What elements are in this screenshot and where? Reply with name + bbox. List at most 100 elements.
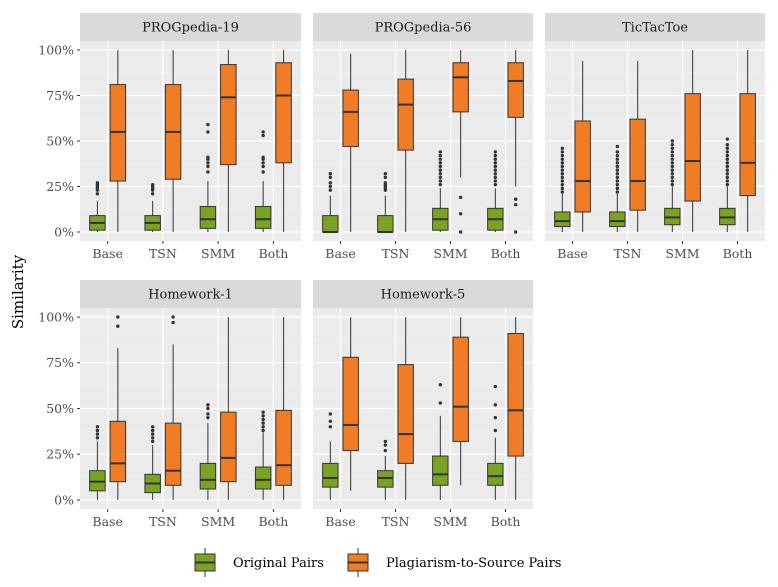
outlier-point: [615, 175, 620, 180]
outlier-point: [261, 170, 265, 174]
outlier-point: [725, 168, 730, 172]
box-original-tsn: [377, 439, 394, 500]
outlier-point: [670, 142, 675, 147]
box-original-smm: [432, 150, 449, 232]
y-tick-label: 0%: [54, 492, 74, 507]
box-original-base: [554, 146, 571, 232]
outlier-point: [513, 230, 518, 234]
outlier-point: [493, 153, 498, 158]
box-body: [507, 62, 524, 118]
box-body: [199, 206, 217, 229]
facet-strip: [80, 13, 301, 41]
box-plagiarism-both: [275, 50, 292, 232]
outlier-point: [493, 175, 498, 180]
legend-item-plagiarism: Plagiarism-to-Source Pairs: [347, 548, 561, 577]
box-original-both: [487, 150, 504, 232]
outlier-point: [95, 192, 100, 196]
outlier-point: [560, 146, 565, 150]
box-body: [254, 206, 272, 229]
box-plagiarism-both: [507, 50, 524, 234]
box-plagiarism-smm: [220, 50, 237, 232]
facet-title: PROGpedia-56: [375, 21, 472, 36]
outlier-point: [171, 320, 175, 325]
outlier-point: [116, 315, 120, 319]
outlier-point: [615, 144, 620, 149]
outlier-point: [95, 425, 100, 429]
outlier-point: [493, 157, 498, 161]
box-body: [452, 336, 469, 442]
box-body: [487, 462, 504, 486]
outlier-point: [615, 153, 620, 158]
outlier-point: [560, 175, 565, 180]
box-original-smm: [199, 403, 217, 500]
outlier-point: [560, 179, 565, 183]
outlier-point: [261, 133, 265, 138]
box-body: [109, 420, 127, 483]
box-body: [220, 411, 237, 483]
x-tick-label: Base: [92, 246, 122, 261]
outlier-point: [261, 161, 265, 165]
outlier-point: [150, 428, 155, 433]
y-tick-label: 50%: [46, 133, 74, 148]
outlier-point: [206, 415, 210, 420]
box-body: [254, 466, 272, 490]
outlier-point: [670, 172, 675, 176]
legend-item-original: Original Pairs: [194, 548, 324, 577]
box-body: [397, 364, 414, 464]
box-body: [629, 118, 646, 211]
box-plagiarism-base: [574, 60, 591, 232]
outlier-point: [615, 150, 620, 154]
box-plagiarism-base: [109, 50, 127, 232]
outlier-point: [560, 172, 565, 176]
outlier-point: [206, 412, 210, 416]
x-tick-label: TSN: [149, 246, 177, 261]
outlier-point: [670, 168, 675, 172]
outlier-point: [328, 184, 333, 189]
box-body: [377, 215, 394, 233]
x-tick-label: Base: [557, 246, 587, 261]
outlier-point: [670, 153, 675, 158]
outlier-point: [560, 182, 565, 187]
outlier-point: [493, 150, 498, 154]
x-tick-label: Both: [491, 514, 521, 529]
box-original-tsn: [144, 182, 161, 232]
outlier-point: [513, 203, 518, 207]
outlier-point: [438, 164, 443, 169]
outlier-point: [261, 428, 265, 433]
outlier-point: [150, 425, 155, 429]
outlier-point: [458, 212, 463, 216]
box-plagiarism-smm: [452, 50, 469, 234]
panel-tictactoe: TicTacToe Base TSN SMM Both: [545, 13, 765, 261]
outlier-point: [261, 130, 265, 134]
outlier-point: [615, 157, 620, 161]
outlier-point: [328, 419, 333, 424]
box-plagiarism-tsn: [164, 315, 182, 500]
outlier-point: [206, 403, 210, 407]
facet-title: PROGpedia-19: [142, 21, 239, 36]
box-body: [199, 462, 217, 490]
outlier-point: [150, 432, 155, 436]
box-plagiarism-base: [342, 53, 359, 232]
outlier-point: [615, 179, 620, 183]
box-body: [322, 462, 339, 488]
outlier-point: [560, 164, 565, 169]
outlier-point: [150, 192, 155, 196]
outlier-point: [725, 146, 730, 150]
box-original-tsn: [609, 144, 626, 232]
y-axis-label: Similarity: [9, 254, 27, 329]
outlier-point: [261, 410, 265, 414]
box-plagiarism-smm: [684, 50, 701, 232]
x-tick-label: Both: [491, 246, 521, 261]
outlier-point: [725, 150, 730, 154]
box-plagiarism-tsn: [397, 317, 414, 500]
box-original-smm: [432, 383, 449, 500]
panel-homework-5: Homework-5 Base TSN SMM Both: [313, 280, 533, 529]
outlier-point: [458, 195, 463, 200]
facet-strip: [313, 13, 533, 41]
box-plagiarism-smm: [452, 317, 469, 486]
outlier-point: [725, 182, 730, 187]
y-tick-label: 0%: [54, 224, 74, 239]
y-tick-label: 50%: [46, 401, 74, 416]
